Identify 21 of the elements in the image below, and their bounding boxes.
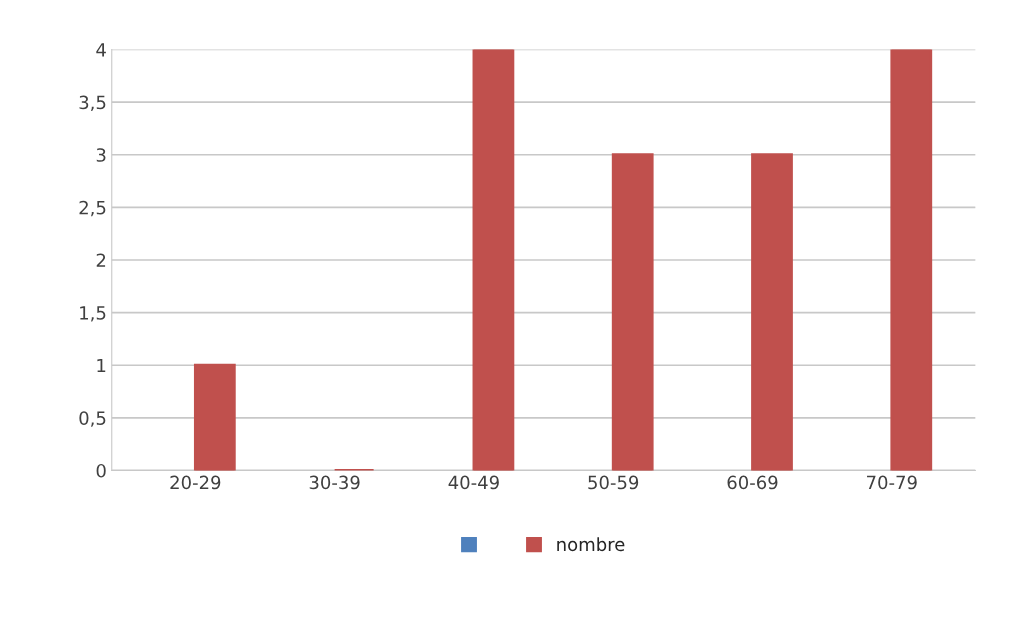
y-tick-label: 1,5 [80,306,106,322]
y-tick-label: 3,5 [79,95,106,112]
bar [193,363,236,471]
x-tick-label: 20-29 [170,475,221,490]
bar [751,153,793,471]
bar [890,49,933,471]
y-tick-label: 2,5 [79,200,106,217]
x-tick-label: 70-79 [867,475,917,490]
x-tick-label: 40-49 [448,475,499,490]
x-tick-label: 50-59 [588,475,639,490]
y-tick-label: 1 [97,358,106,373]
x-tick-label: 60-69 [727,475,778,490]
legend-label: nombre [557,537,625,552]
bar [472,49,515,471]
y-tick-label: 2 [96,253,106,267]
y-tick-label: 0 [96,463,106,478]
y-tick-label: 3 [96,148,106,162]
x-tick-label: 30-39 [309,475,360,490]
bar [611,153,654,471]
y-tick-label: 4 [96,43,106,57]
y-tick-label: 0,5 [79,411,106,427]
